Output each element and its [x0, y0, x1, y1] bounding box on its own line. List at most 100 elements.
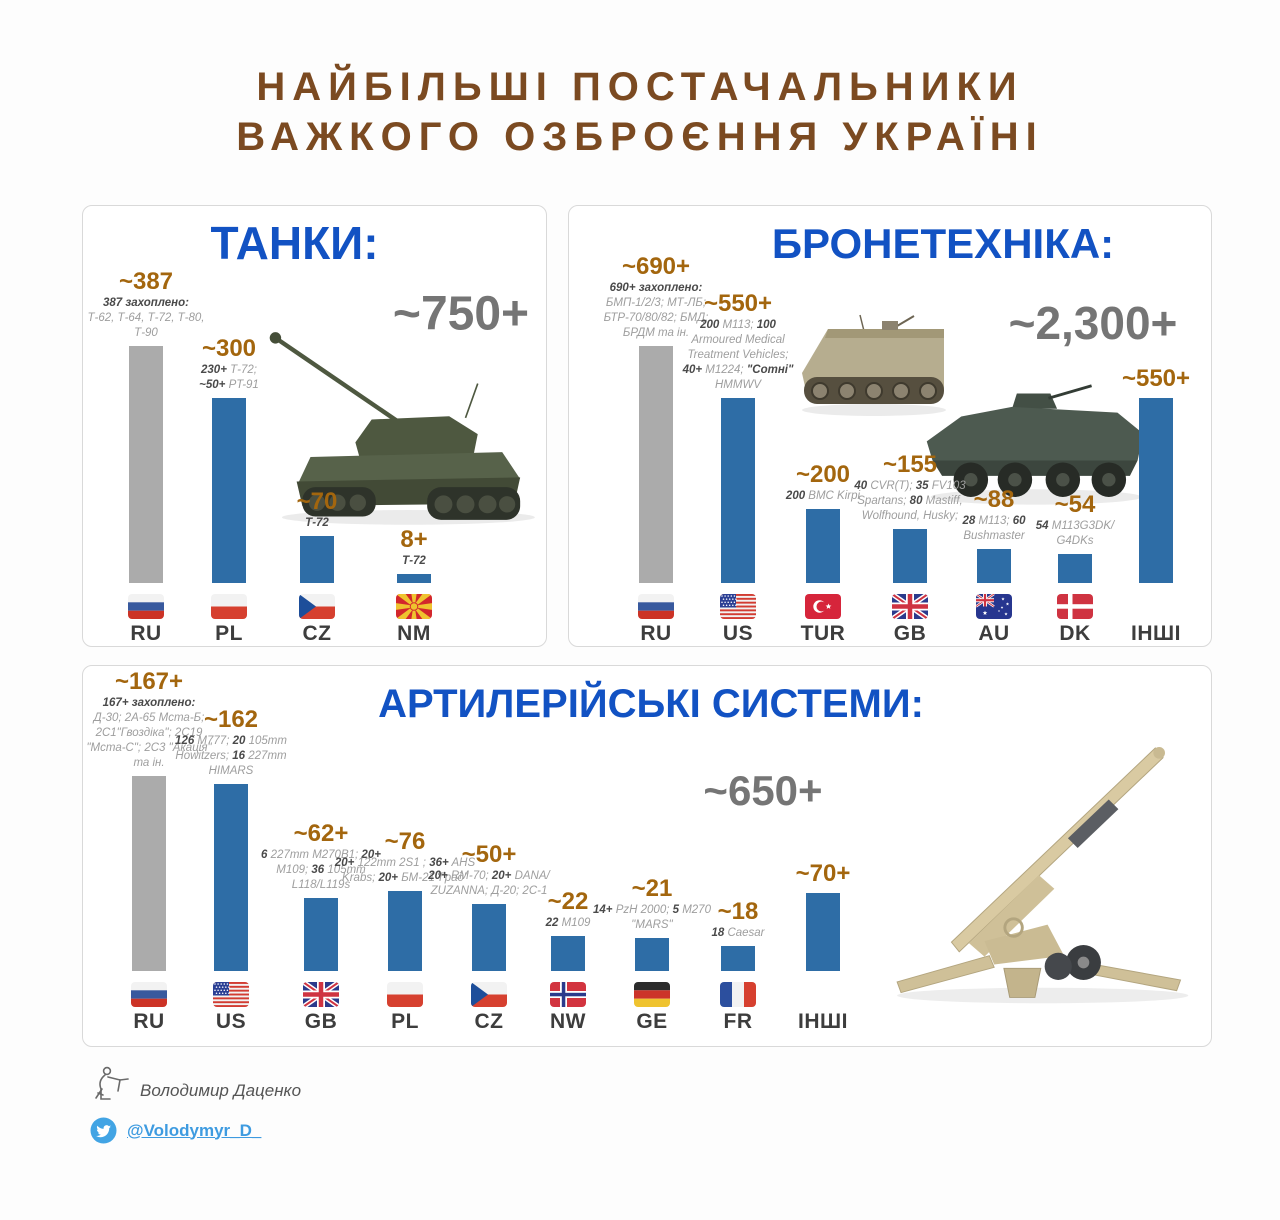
- twitter-icon: [90, 1117, 117, 1144]
- bar-value-label: ~387: [118, 268, 174, 295]
- country-code-label: CZ: [474, 1010, 504, 1033]
- dk-flag-icon: [1057, 594, 1093, 619]
- country-column-footer: NM: [338, 594, 490, 646]
- ru-flag-icon: [131, 982, 167, 1007]
- country-code-label: NM: [397, 622, 431, 645]
- chart-total-artillery: ~650+: [703, 767, 823, 814]
- chart-bar: [806, 893, 840, 971]
- bar-value-label: ~70: [296, 488, 338, 515]
- chart-column: ~155 40 CVR(T); 35 FV103 Spartans; 80 Mas…: [834, 451, 986, 583]
- country-column-footer: US: [155, 982, 307, 1034]
- twitter-handle[interactable]: @Volodymyr_D_: [127, 1120, 262, 1140]
- bar-value-label: ~76: [384, 828, 426, 855]
- bar-note: Т-72: [402, 555, 426, 567]
- chart-bar: [132, 776, 166, 971]
- chart-bar: [397, 574, 431, 583]
- country-code-label: CZ: [302, 622, 332, 645]
- country-column-footer: DK: [999, 594, 1151, 646]
- chart-column: ~200 200 BMC Kirpi: [747, 461, 899, 583]
- country-code-label: PL: [391, 1010, 419, 1033]
- country-column-footer: US: [662, 594, 814, 646]
- us-flag-icon: [213, 982, 249, 1007]
- country-code-label: GE: [636, 1010, 668, 1033]
- flag-spacer: [1138, 594, 1174, 619]
- country-column-footer: CZ: [413, 982, 565, 1034]
- chart-column: ~690+ 690+ захоплено: БМП-1/2/3; МТ-ЛБ; БТ…: [580, 253, 732, 583]
- country-code-label: RU: [640, 622, 672, 645]
- bar-value-label: ~22: [547, 888, 589, 915]
- country-column-footer: PL: [329, 982, 481, 1034]
- pl-flag-icon: [211, 594, 247, 619]
- chart-bar: [388, 891, 422, 971]
- gb-flag-icon: [892, 594, 928, 619]
- country-code-label: GB: [304, 1010, 338, 1033]
- chart-bar: [977, 549, 1011, 583]
- chart-bar: [212, 398, 246, 583]
- chart-column: ~300 230+ Т-72; ~50+ PT-91: [153, 335, 305, 583]
- chart-column: ~162 126 M777; 20 105mm Howitzers; 16 227…: [155, 706, 307, 971]
- au-flag-icon: [976, 594, 1012, 619]
- chart-column: ~387 387 захоплено: Т-62, Т-64, Т-72, Т-80…: [70, 268, 222, 583]
- page-title: НАЙБІЛЬШІ ПОСТАЧАЛЬНИКИ ВАЖКОГО ОЗБРОЄНН…: [0, 62, 1280, 162]
- panel-artillery: АРТИЛЕРІЙСЬКІ СИСТЕМИ: ~650+ ~167+ 167+ з…: [82, 665, 1212, 1047]
- chart-bar: [129, 346, 163, 583]
- chart-total-armor: ~2,300+: [1008, 297, 1178, 349]
- country-code-label: RU: [130, 622, 162, 645]
- bar-note: 54 M113G3DK/ G4DKs: [1035, 520, 1115, 547]
- bar-note: 20+ RM-70; 20+ DANA/ ZUZANNA; Д-20; 2С-1: [428, 870, 550, 897]
- footer: Володимир Даценко @Volodymyr_D_: [90, 1065, 301, 1144]
- chart-column: ~550+: [1080, 365, 1232, 583]
- author-name: Володимир Даценко: [140, 1081, 302, 1100]
- country-column-footer: CZ: [241, 594, 393, 646]
- bar-value-label: ~300: [201, 335, 257, 362]
- chart-column: ~70+: [747, 860, 899, 971]
- chart-column: ~70 Т-72: [241, 488, 393, 583]
- bar-note: 18 Caesar: [711, 927, 765, 939]
- chart-bar: [214, 784, 248, 971]
- country-code-label: PL: [215, 622, 243, 645]
- ru-flag-icon: [638, 594, 674, 619]
- chart-bar: [1139, 398, 1173, 583]
- bar-value-label: 8+: [400, 526, 428, 553]
- bar-note: 6 227mm M270B1; 20+ M109; 36 105mm L118/…: [261, 849, 381, 891]
- chart-bar: [304, 898, 338, 971]
- fr-flag-icon: [720, 982, 756, 1007]
- country-code-label: DK: [1059, 622, 1091, 645]
- country-code-label: US: [722, 622, 754, 645]
- bar-value-label: ~200: [795, 461, 851, 488]
- country-code-label: NW: [550, 1010, 586, 1033]
- country-code-label: US: [215, 1010, 247, 1033]
- country-column-footer: RU: [580, 594, 732, 646]
- chart-total-tanks: ~750+: [392, 287, 530, 341]
- bar-note: 14+ PzH 2000; 5 M270 "MARS": [593, 904, 711, 931]
- bar-note: Т-72: [305, 517, 329, 529]
- bar-note: 20+ 122mm 2S1 ; 36+ AHS Krabs; 20+ БМ-21…: [334, 857, 476, 884]
- country-code-label: ІНШІ: [798, 1010, 848, 1033]
- nw-flag-icon: [550, 982, 586, 1007]
- chart-title-artillery: АРТИЛЕРІЙСЬКІ СИСТЕМИ:: [378, 682, 924, 726]
- us-flag-icon: [720, 594, 756, 619]
- cz-flag-icon: [471, 982, 507, 1007]
- twitter-row: @Volodymyr_D_: [90, 1117, 301, 1144]
- bar-note: 200 М113; 100 Armoured Medical Treatment…: [682, 319, 794, 391]
- ge-flag-icon: [634, 982, 670, 1007]
- bar-value-label: ~550+: [703, 290, 773, 317]
- cz-flag-icon: [299, 594, 335, 619]
- bar-note: 22 M109: [545, 917, 591, 929]
- panel-armor: БРОНЕТЕХНІКА: ~2,300+ ~69: [568, 205, 1212, 647]
- bar-value-label: ~62+: [293, 820, 349, 847]
- bar-value-label: ~167+: [114, 668, 184, 695]
- gb-flag-icon: [303, 982, 339, 1007]
- flag-spacer: [805, 982, 841, 1007]
- chart-column: 8+ Т-72: [338, 526, 490, 583]
- ru-flag-icon: [128, 594, 164, 619]
- chart-column: ~18 18 Caesar: [662, 898, 814, 971]
- chart-bar: [721, 398, 755, 583]
- nm-flag-icon: [396, 594, 432, 619]
- page-title-line2: ВАЖКОГО ОЗБРОЄННЯ УКРАЇНІ: [236, 115, 1044, 159]
- country-code-label: TUR: [800, 622, 846, 645]
- chart-bar: [635, 938, 669, 971]
- chart-column: ~550+ 200 М113; 100 Armoured Medical Trea…: [662, 290, 814, 583]
- country-code-label: AU: [978, 622, 1010, 645]
- bar-note: 200 BMC Kirpi: [785, 490, 861, 502]
